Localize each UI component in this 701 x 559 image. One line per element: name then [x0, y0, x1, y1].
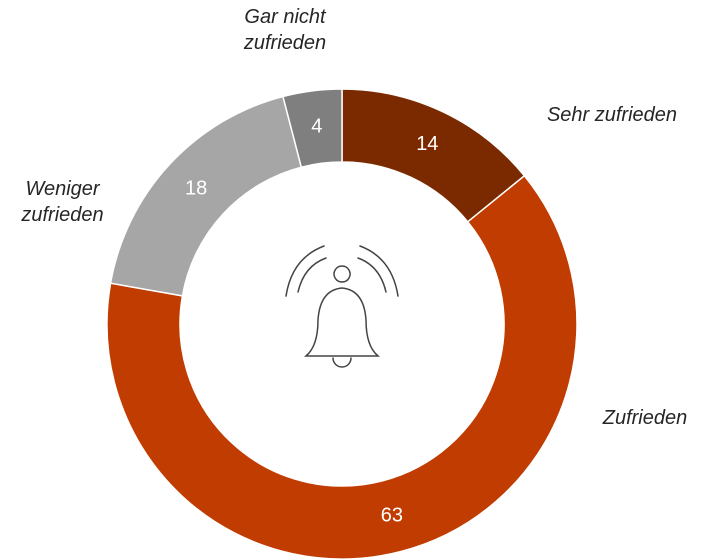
value-label: 18 [185, 178, 207, 200]
value-label: 63 [381, 504, 403, 526]
category-label: Zufrieden [602, 407, 688, 429]
category-label: Gar nicht zufrieden [243, 6, 327, 54]
category-label: Sehr zufrieden [546, 104, 678, 126]
donut-slice [282, 88, 343, 169]
bell-icon [285, 245, 399, 368]
value-label: 4 [311, 115, 322, 137]
donut-slice [106, 174, 578, 559]
category-label: Weniger zufrieden [21, 178, 104, 226]
value-label: 14 [416, 133, 438, 155]
